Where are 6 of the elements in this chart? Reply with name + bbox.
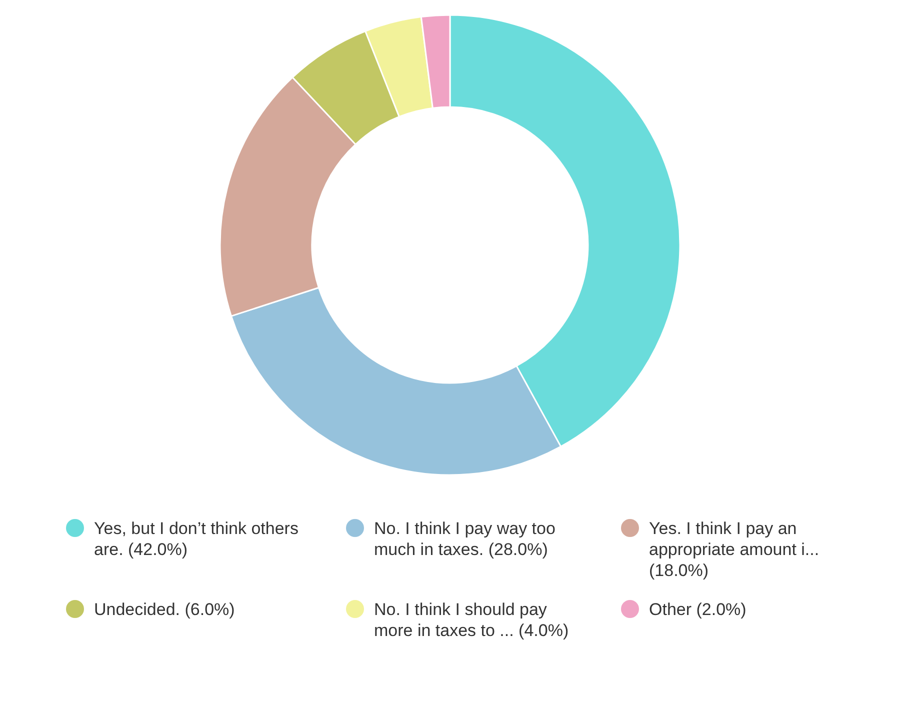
legend-label: Yes. I think I pay an appropriate amount i... (18.0%) (649, 518, 820, 581)
legend-label: Yes, but I don’t think others are. (42.0%) (94, 518, 300, 560)
legend-label: No. I think I should pay more in taxes to ... (4.0%) (374, 599, 570, 641)
legend-label: No. I think I pay way too much in taxes. (28.0%) (374, 518, 556, 560)
legend-label: Other (2.0%) (649, 599, 748, 620)
legend-label: Undecided. (6.0%) (94, 599, 236, 620)
